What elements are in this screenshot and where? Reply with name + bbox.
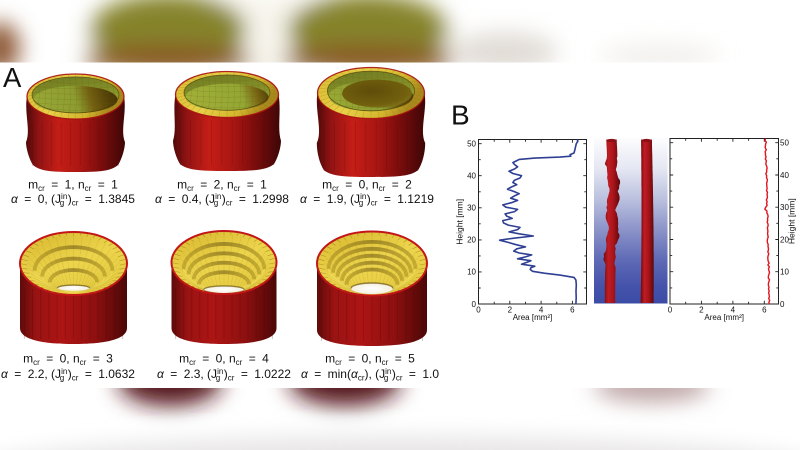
svg-text:B: B — [451, 100, 470, 131]
svg-text:10: 10 — [780, 268, 789, 277]
svg-text:6: 6 — [570, 306, 575, 315]
svg-text:mcr = 2, ncr = 1: mcr = 2, ncr = 1 — [177, 178, 267, 194]
svg-text:mcr = 0, ncr = 3: mcr = 0, ncr = 3 — [23, 352, 113, 368]
svg-text:mcr = 0, ncr = 2: mcr = 0, ncr = 2 — [322, 178, 412, 194]
svg-text:10: 10 — [467, 268, 476, 277]
svg-text:mcr = 0, ncr = 4: mcr = 0, ncr = 4 — [179, 352, 269, 368]
svg-text:2: 2 — [699, 306, 704, 315]
svg-text:Area [mm²]: Area [mm²] — [704, 313, 744, 322]
svg-text:Height [mm]: Height [mm] — [786, 198, 796, 244]
svg-text:0: 0 — [472, 300, 477, 309]
svg-text:mcr = 1, ncr = 1: mcr = 1, ncr = 1 — [28, 178, 118, 194]
svg-text:50: 50 — [467, 140, 476, 149]
svg-text:0: 0 — [780, 300, 785, 309]
svg-text:mcr = 0, ncr = 5: mcr = 0, ncr = 5 — [325, 352, 415, 368]
svg-text:A: A — [3, 62, 22, 93]
svg-text:50: 50 — [780, 139, 789, 148]
svg-text:6: 6 — [762, 306, 767, 315]
svg-text:4: 4 — [539, 306, 544, 315]
svg-text:0: 0 — [476, 306, 481, 315]
svg-text:Area [mm²]: Area [mm²] — [513, 313, 553, 322]
svg-text:Height [mm]: Height [mm] — [455, 199, 465, 245]
svg-text:2: 2 — [508, 306, 513, 315]
svg-text:4: 4 — [731, 306, 736, 315]
svg-text:20: 20 — [780, 235, 789, 244]
svg-text:20: 20 — [467, 236, 476, 245]
svg-text:40: 40 — [467, 172, 476, 181]
svg-text:30: 30 — [467, 204, 476, 213]
svg-text:40: 40 — [780, 171, 789, 180]
svg-text:30: 30 — [780, 203, 789, 212]
svg-text:0: 0 — [668, 306, 673, 315]
